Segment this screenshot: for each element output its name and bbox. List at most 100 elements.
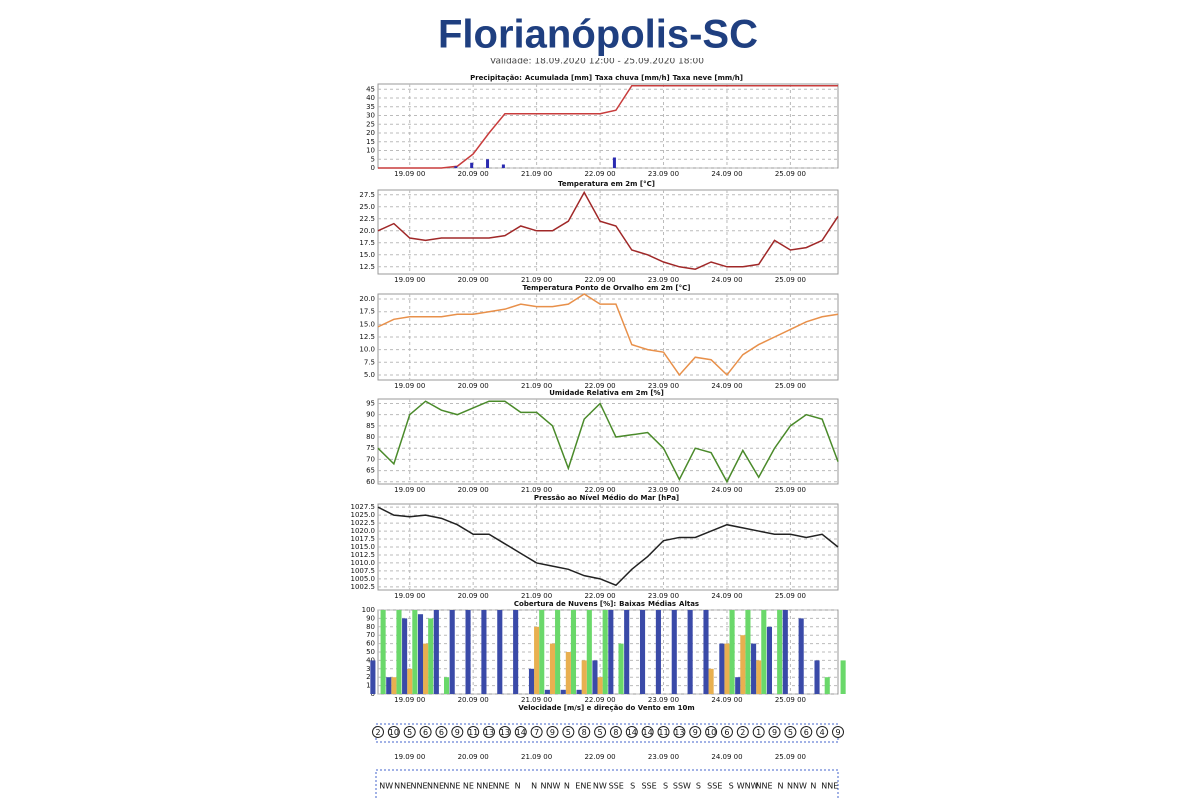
bar xyxy=(655,610,661,694)
chart-title: Cobertura de Nuvens [%]: xyxy=(514,600,616,608)
y-tick-label: 90 xyxy=(366,411,375,419)
x-tick-label: 24.09 00 xyxy=(711,276,742,284)
y-tick-label: 1010.0 xyxy=(351,559,376,567)
wind-speed xyxy=(800,726,813,738)
wind-speed xyxy=(657,726,670,738)
bar xyxy=(501,164,505,168)
x-tick-label: 19.09 00 xyxy=(394,486,425,494)
bar xyxy=(370,660,376,694)
wind-speed-label: 4 xyxy=(820,728,825,737)
bar xyxy=(560,689,566,694)
bar xyxy=(719,643,725,694)
wind-direction: S xyxy=(729,782,734,791)
wind-speed-label: 9 xyxy=(550,728,555,737)
wind-direction: NNE xyxy=(756,782,773,791)
wind-speed-label: 6 xyxy=(804,728,809,737)
bar xyxy=(570,610,577,694)
y-tick-label: 45 xyxy=(366,85,375,93)
wind-speed xyxy=(736,726,749,738)
wind-direction: S xyxy=(663,782,668,791)
x-tick-label: 22.09 00 xyxy=(584,486,615,494)
wind-speed xyxy=(403,726,416,738)
bar xyxy=(618,643,624,694)
y-tick-label: 60 xyxy=(366,640,375,648)
y-tick-label: 17.5 xyxy=(359,308,375,316)
wind-speed xyxy=(451,726,464,738)
plot-frame xyxy=(377,189,839,275)
wind-speed-label: 13 xyxy=(674,728,684,737)
chart-title: Acumulada [mm] xyxy=(525,74,592,82)
bar xyxy=(481,610,487,694)
y-tick-label: 5 xyxy=(371,155,375,163)
x-tick-label: 20.09 00 xyxy=(458,170,489,178)
wind-speed-label: 14 xyxy=(627,728,637,737)
wind-speed xyxy=(419,726,432,738)
x-tick-label: 25.09 00 xyxy=(775,753,806,761)
wind-speed-label: 2 xyxy=(375,728,380,737)
y-tick-label: 75 xyxy=(366,444,375,452)
bar xyxy=(608,610,614,694)
y-tick-label: 20.0 xyxy=(359,295,375,303)
wind-direction: N xyxy=(778,782,784,791)
wind-speed xyxy=(498,726,511,738)
bar xyxy=(729,610,735,694)
x-tick-label: 24.09 00 xyxy=(711,382,742,390)
bar xyxy=(386,677,392,694)
wind-direction: NNW xyxy=(787,782,807,791)
wind-direction: NNE xyxy=(411,782,428,791)
wind-speed-label: 8 xyxy=(613,728,618,737)
bar xyxy=(708,668,714,694)
wind-speed-label: 11 xyxy=(468,728,478,737)
plot-frame xyxy=(377,83,839,169)
wind-speed xyxy=(816,726,829,738)
x-tick-label: 25.09 00 xyxy=(775,592,806,600)
wind-speed xyxy=(387,726,400,738)
y-tick-label: 27.5 xyxy=(359,191,375,199)
x-tick-label: 23.09 00 xyxy=(648,276,679,284)
bar xyxy=(544,689,550,694)
wind-speed-label: 13 xyxy=(500,728,510,737)
wind-speed-label: 6 xyxy=(724,728,729,737)
chart-title: Médias xyxy=(648,600,676,608)
y-tick-label: 85 xyxy=(366,422,375,430)
bar xyxy=(444,677,450,694)
y-tick-label: 10 xyxy=(366,147,375,155)
bar xyxy=(761,610,767,694)
wind-direction: N xyxy=(564,782,570,791)
bar xyxy=(751,643,757,694)
bar xyxy=(592,660,598,694)
y-tick-label: 1005.0 xyxy=(351,575,376,583)
chart-title: Taxa neve [mm/h] xyxy=(673,74,743,82)
wind-speed-label: 8 xyxy=(582,728,587,737)
y-tick-label: 30 xyxy=(366,112,375,120)
chart-title: Umidade Relativa em 2m [%] xyxy=(549,389,664,397)
bar xyxy=(380,610,386,694)
wind-speed-label: 6 xyxy=(439,728,444,737)
bar xyxy=(745,610,751,694)
bar xyxy=(824,677,830,694)
x-tick-label: 24.09 00 xyxy=(711,592,742,600)
wind-speed xyxy=(483,726,496,738)
y-tick-label: 20.0 xyxy=(359,227,375,235)
y-tick-label: 1027.5 xyxy=(351,503,376,511)
bar xyxy=(777,610,783,694)
wind-speed xyxy=(594,726,607,738)
wind-speed-label: 9 xyxy=(772,728,777,737)
x-tick-label: 22.09 00 xyxy=(584,696,615,704)
wind-speed xyxy=(609,726,622,738)
wind-speed-label: 14 xyxy=(643,728,653,737)
wind-speed-label: 10 xyxy=(706,728,716,737)
bar xyxy=(539,610,545,694)
chart-title: Pressão ao Nível Médio do Mar [hPa] xyxy=(534,494,679,502)
y-tick-label: 17.5 xyxy=(359,239,375,247)
y-tick-label: 1020.0 xyxy=(351,527,376,535)
wind-speed-label: 9 xyxy=(455,728,460,737)
wind-speed xyxy=(514,726,527,738)
x-tick-label: 20.09 00 xyxy=(458,486,489,494)
wind-speed xyxy=(578,726,591,738)
bar xyxy=(528,668,535,694)
wind-speed-label: 1 xyxy=(756,728,761,737)
y-tick-label: 80 xyxy=(366,623,375,631)
y-tick-label: 7.5 xyxy=(364,358,375,366)
